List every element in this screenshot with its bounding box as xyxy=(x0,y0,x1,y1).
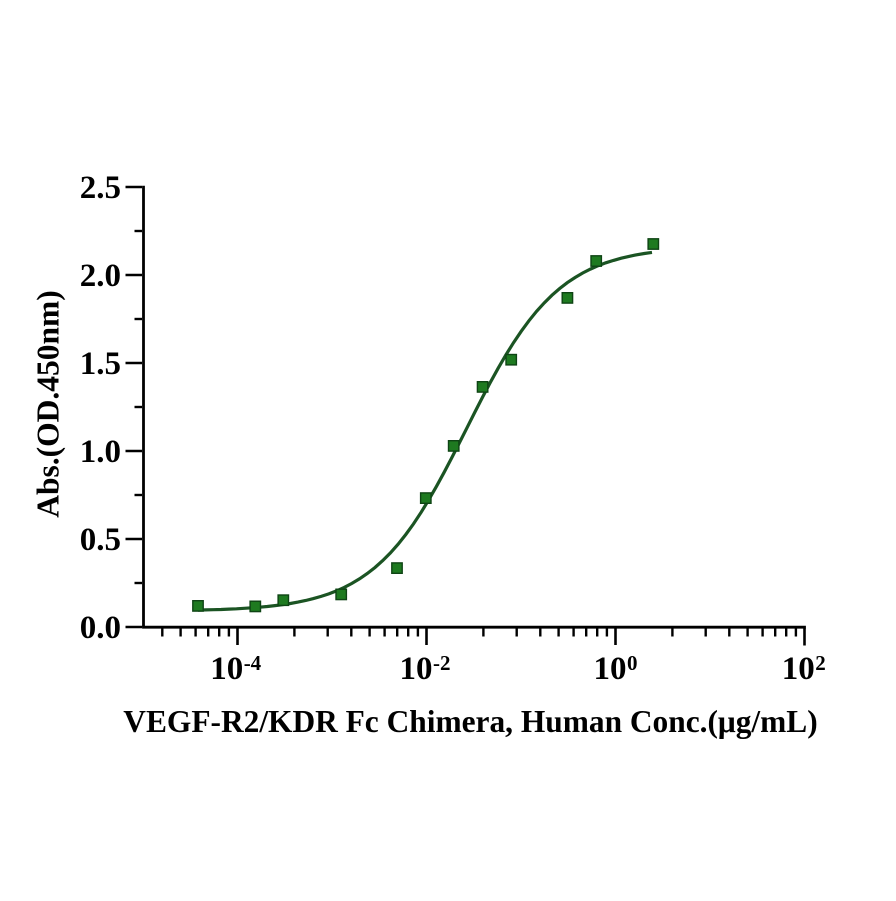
svg-text:0: 0 xyxy=(627,651,638,675)
svg-text:VEGF-R2/KDR Fc Chimera, Human: VEGF-R2/KDR Fc Chimera, Human Conc.(μg/m… xyxy=(123,704,817,739)
svg-text:1.5: 1.5 xyxy=(80,346,121,382)
svg-text:2.0: 2.0 xyxy=(80,258,121,294)
svg-text:10: 10 xyxy=(210,651,243,687)
svg-text:10: 10 xyxy=(400,651,433,687)
svg-text:0.5: 0.5 xyxy=(80,522,121,558)
svg-text:2.5: 2.5 xyxy=(80,170,121,206)
svg-text:10: 10 xyxy=(782,651,815,687)
svg-text:-2: -2 xyxy=(433,651,451,675)
svg-text:Abs.(OD.450nm): Abs.(OD.450nm) xyxy=(31,290,66,518)
svg-text:-4: -4 xyxy=(244,651,262,675)
svg-text:1.0: 1.0 xyxy=(80,434,121,470)
svg-text:2: 2 xyxy=(815,651,826,675)
svg-text:10: 10 xyxy=(594,651,627,687)
svg-text:0.0: 0.0 xyxy=(80,610,121,646)
